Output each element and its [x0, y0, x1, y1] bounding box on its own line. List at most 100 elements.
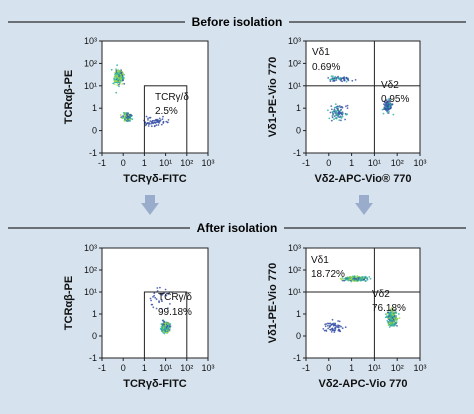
event-dot: [346, 113, 349, 116]
event-dot: [153, 292, 156, 295]
event-dot: [354, 280, 357, 283]
event-dot: [362, 277, 365, 279]
event-dot: [361, 276, 363, 279]
arrow-down-right-icon: [355, 195, 373, 215]
x-tick-label: 1: [349, 363, 354, 373]
x-tick-label: 10³: [201, 158, 214, 168]
event-dot: [130, 114, 132, 117]
x-tick-label: 0: [121, 158, 126, 168]
event-dot: [383, 108, 385, 111]
event-dot: [332, 324, 335, 327]
event-dot: [387, 314, 390, 317]
event-dot: [392, 312, 395, 314]
plot-before-tcr: TCRγ/δ 2.5% -1-1 0 0 1 1 10¹ 10¹ 10² 10² 10³ 10³ TCRγ…: [63, 36, 215, 185]
event-dot: [390, 106, 392, 109]
event-dot: [153, 119, 156, 122]
event-dot: [144, 121, 147, 124]
event-dot: [387, 103, 390, 106]
event-dot: [122, 111, 125, 114]
event-dot: [332, 329, 335, 332]
event-dot: [153, 125, 156, 128]
event-dot: [335, 77, 338, 79]
arrow-right-shaft: [359, 195, 369, 203]
arrow-down-left-icon: [141, 195, 159, 215]
plot-before-vdelta: Vδ1 0.69% Vδ2 0.95% -1-1 0 0 1 1 10¹ 10¹ 10² 10² 10³ 1…: [267, 36, 427, 185]
event-dot: [123, 82, 126, 85]
event-dot: [398, 317, 401, 319]
event-dot: [163, 332, 166, 335]
y-tick-label: 1: [296, 309, 301, 319]
event-dot: [352, 277, 354, 280]
event-dot: [159, 286, 161, 289]
event-dot: [167, 119, 170, 121]
event-dot: [388, 98, 391, 100]
event-dot: [334, 323, 337, 325]
x-tick-label: -1: [98, 158, 106, 168]
y-tick-label: 0: [296, 331, 301, 341]
event-dot: [147, 117, 150, 120]
event-dots: [322, 275, 401, 333]
event-dot: [344, 277, 347, 280]
event-dot: [344, 326, 347, 329]
event-dot: [329, 329, 332, 331]
event-dot: [122, 73, 125, 76]
event-dot: [123, 120, 126, 122]
event-dot: [163, 323, 165, 326]
event-dot: [366, 278, 369, 281]
before-section-title: Before isolation: [192, 15, 283, 29]
plot-after-vdelta: Vδ1 18.72% Vδ2 76.18% -1-1 0 0 1 1 10¹ 10¹ 10² 10² 10…: [267, 243, 427, 390]
y-tick-label: 10³: [288, 243, 301, 253]
event-dot: [116, 80, 118, 83]
event-dot: [165, 294, 168, 297]
before-header-bg: [185, 13, 289, 29]
event-dot: [354, 79, 357, 81]
event-dots: [149, 286, 174, 335]
gate-label: Vδ2: [372, 289, 390, 300]
x-tick-label: 1: [142, 363, 147, 373]
event-dot: [369, 277, 372, 280]
event-dot: [385, 313, 387, 315]
event-dot: [333, 118, 335, 121]
gate-percent: 0.95%: [381, 94, 409, 105]
before-section-header: Before isolation: [8, 13, 466, 29]
event-dot: [123, 116, 126, 119]
event-dot: [390, 307, 393, 310]
event-dot: [388, 99, 390, 102]
event-dot: [364, 280, 367, 283]
event-dot: [338, 111, 341, 113]
event-dot: [391, 315, 393, 318]
event-dot: [386, 110, 388, 113]
event-dot: [169, 323, 172, 325]
event-dot: [118, 76, 120, 79]
event-dot: [335, 324, 337, 327]
event-dot: [396, 317, 399, 320]
event-dot: [115, 72, 118, 75]
x-tick-label: 10²: [180, 363, 193, 373]
event-dot: [395, 311, 397, 314]
y-tick-label: 10³: [288, 36, 301, 46]
event-dot: [328, 117, 331, 120]
event-dot: [345, 105, 347, 108]
event-dot: [388, 326, 391, 328]
event-dot: [114, 78, 116, 81]
event-dot: [391, 103, 394, 106]
after-header-bg: [190, 219, 284, 235]
event-dot: [128, 118, 131, 121]
event-dot: [336, 108, 339, 110]
event-dot: [116, 77, 119, 80]
event-dot: [338, 320, 341, 323]
event-dot: [390, 318, 392, 321]
event-dot: [331, 327, 334, 330]
event-dot: [325, 330, 328, 332]
event-dot: [338, 119, 341, 121]
x-tick-label: 10²: [391, 363, 404, 373]
event-dot: [158, 120, 161, 122]
event-dot: [148, 116, 151, 119]
event-dot: [337, 77, 339, 79]
gate-percent: 0.69%: [312, 62, 340, 73]
y-tick-label: 1: [92, 309, 97, 319]
y-axis-title: Vδ1-PE-Vio 770: [267, 57, 279, 137]
gate-label: TCRγ/δ: [155, 92, 189, 103]
event-dot: [158, 301, 161, 304]
event-dot: [346, 104, 349, 107]
